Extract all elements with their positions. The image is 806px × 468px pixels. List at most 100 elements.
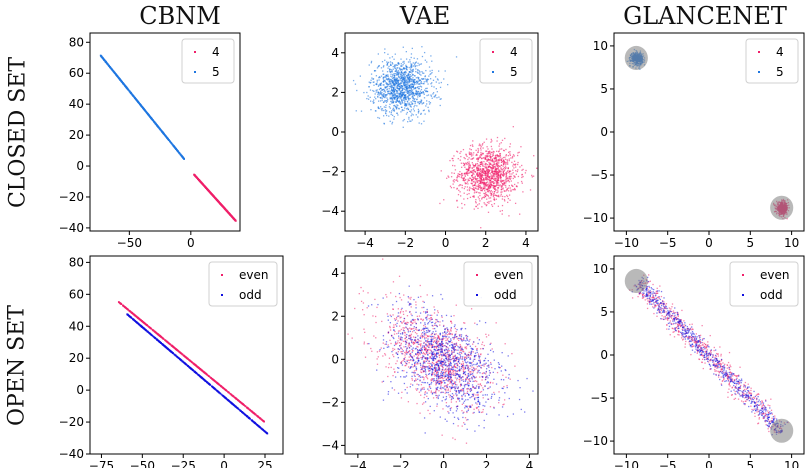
point [457, 206, 459, 208]
point [509, 199, 511, 201]
point [503, 181, 505, 183]
point [471, 162, 473, 164]
point [412, 108, 415, 110]
point [408, 77, 410, 79]
point [404, 97, 406, 100]
point [417, 94, 419, 96]
point [492, 161, 494, 163]
point [500, 164, 503, 166]
point [377, 85, 380, 87]
point [429, 102, 432, 104]
point [487, 194, 489, 196]
point [416, 93, 418, 95]
point [380, 75, 383, 77]
point [404, 100, 406, 102]
point [403, 104, 406, 107]
point [491, 191, 493, 193]
point [488, 150, 491, 152]
point [405, 70, 407, 73]
point [500, 170, 502, 173]
point [384, 96, 386, 99]
point [485, 172, 487, 174]
point [376, 89, 378, 91]
point [497, 195, 499, 198]
point [479, 155, 481, 157]
point [499, 169, 501, 172]
point [408, 98, 410, 100]
point [466, 161, 469, 164]
point [411, 113, 413, 115]
point [404, 98, 406, 100]
point [484, 193, 486, 195]
point [372, 100, 374, 103]
point [167, 139, 170, 141]
point [387, 84, 389, 86]
point [500, 188, 502, 191]
point [381, 97, 384, 99]
point [419, 92, 421, 94]
point [452, 183, 454, 185]
point [402, 77, 405, 79]
point [402, 68, 404, 70]
point [414, 87, 417, 89]
point [411, 96, 413, 98]
point [399, 79, 401, 81]
point [497, 167, 499, 170]
point [485, 184, 487, 186]
point [456, 151, 459, 153]
point [158, 127, 160, 129]
point [493, 177, 496, 179]
point [381, 95, 383, 97]
point [473, 195, 475, 198]
point [402, 72, 405, 74]
point [219, 202, 221, 205]
point [400, 95, 403, 97]
point [420, 101, 422, 103]
point [394, 83, 396, 86]
point [418, 122, 420, 124]
point [223, 207, 226, 209]
point [479, 186, 481, 188]
point [380, 82, 382, 84]
point [401, 80, 403, 82]
point [497, 194, 500, 197]
point [404, 86, 406, 89]
point [509, 154, 511, 156]
point [503, 160, 505, 162]
point [430, 83, 432, 85]
point [433, 96, 435, 98]
point [473, 189, 475, 191]
point [391, 62, 393, 64]
point [471, 167, 473, 169]
point [461, 207, 463, 209]
point [393, 79, 395, 81]
point [500, 181, 503, 183]
point [399, 69, 402, 71]
point [479, 156, 481, 159]
point [469, 172, 471, 174]
point [464, 166, 466, 168]
point [475, 191, 477, 194]
point [402, 81, 404, 83]
point [409, 76, 411, 78]
point [491, 140, 493, 142]
point [480, 174, 483, 176]
point [506, 194, 508, 197]
point [485, 166, 487, 168]
point [496, 179, 498, 181]
point [476, 168, 478, 170]
point [401, 91, 404, 94]
point [499, 148, 501, 150]
point [481, 182, 483, 184]
legend-label: 5 [776, 65, 784, 79]
point [486, 163, 489, 166]
point [391, 56, 394, 58]
point [381, 61, 384, 63]
point [385, 110, 387, 112]
point [171, 143, 174, 146]
point [500, 185, 502, 188]
point [394, 65, 396, 68]
point [493, 184, 495, 187]
point [403, 99, 405, 101]
point [495, 154, 497, 156]
